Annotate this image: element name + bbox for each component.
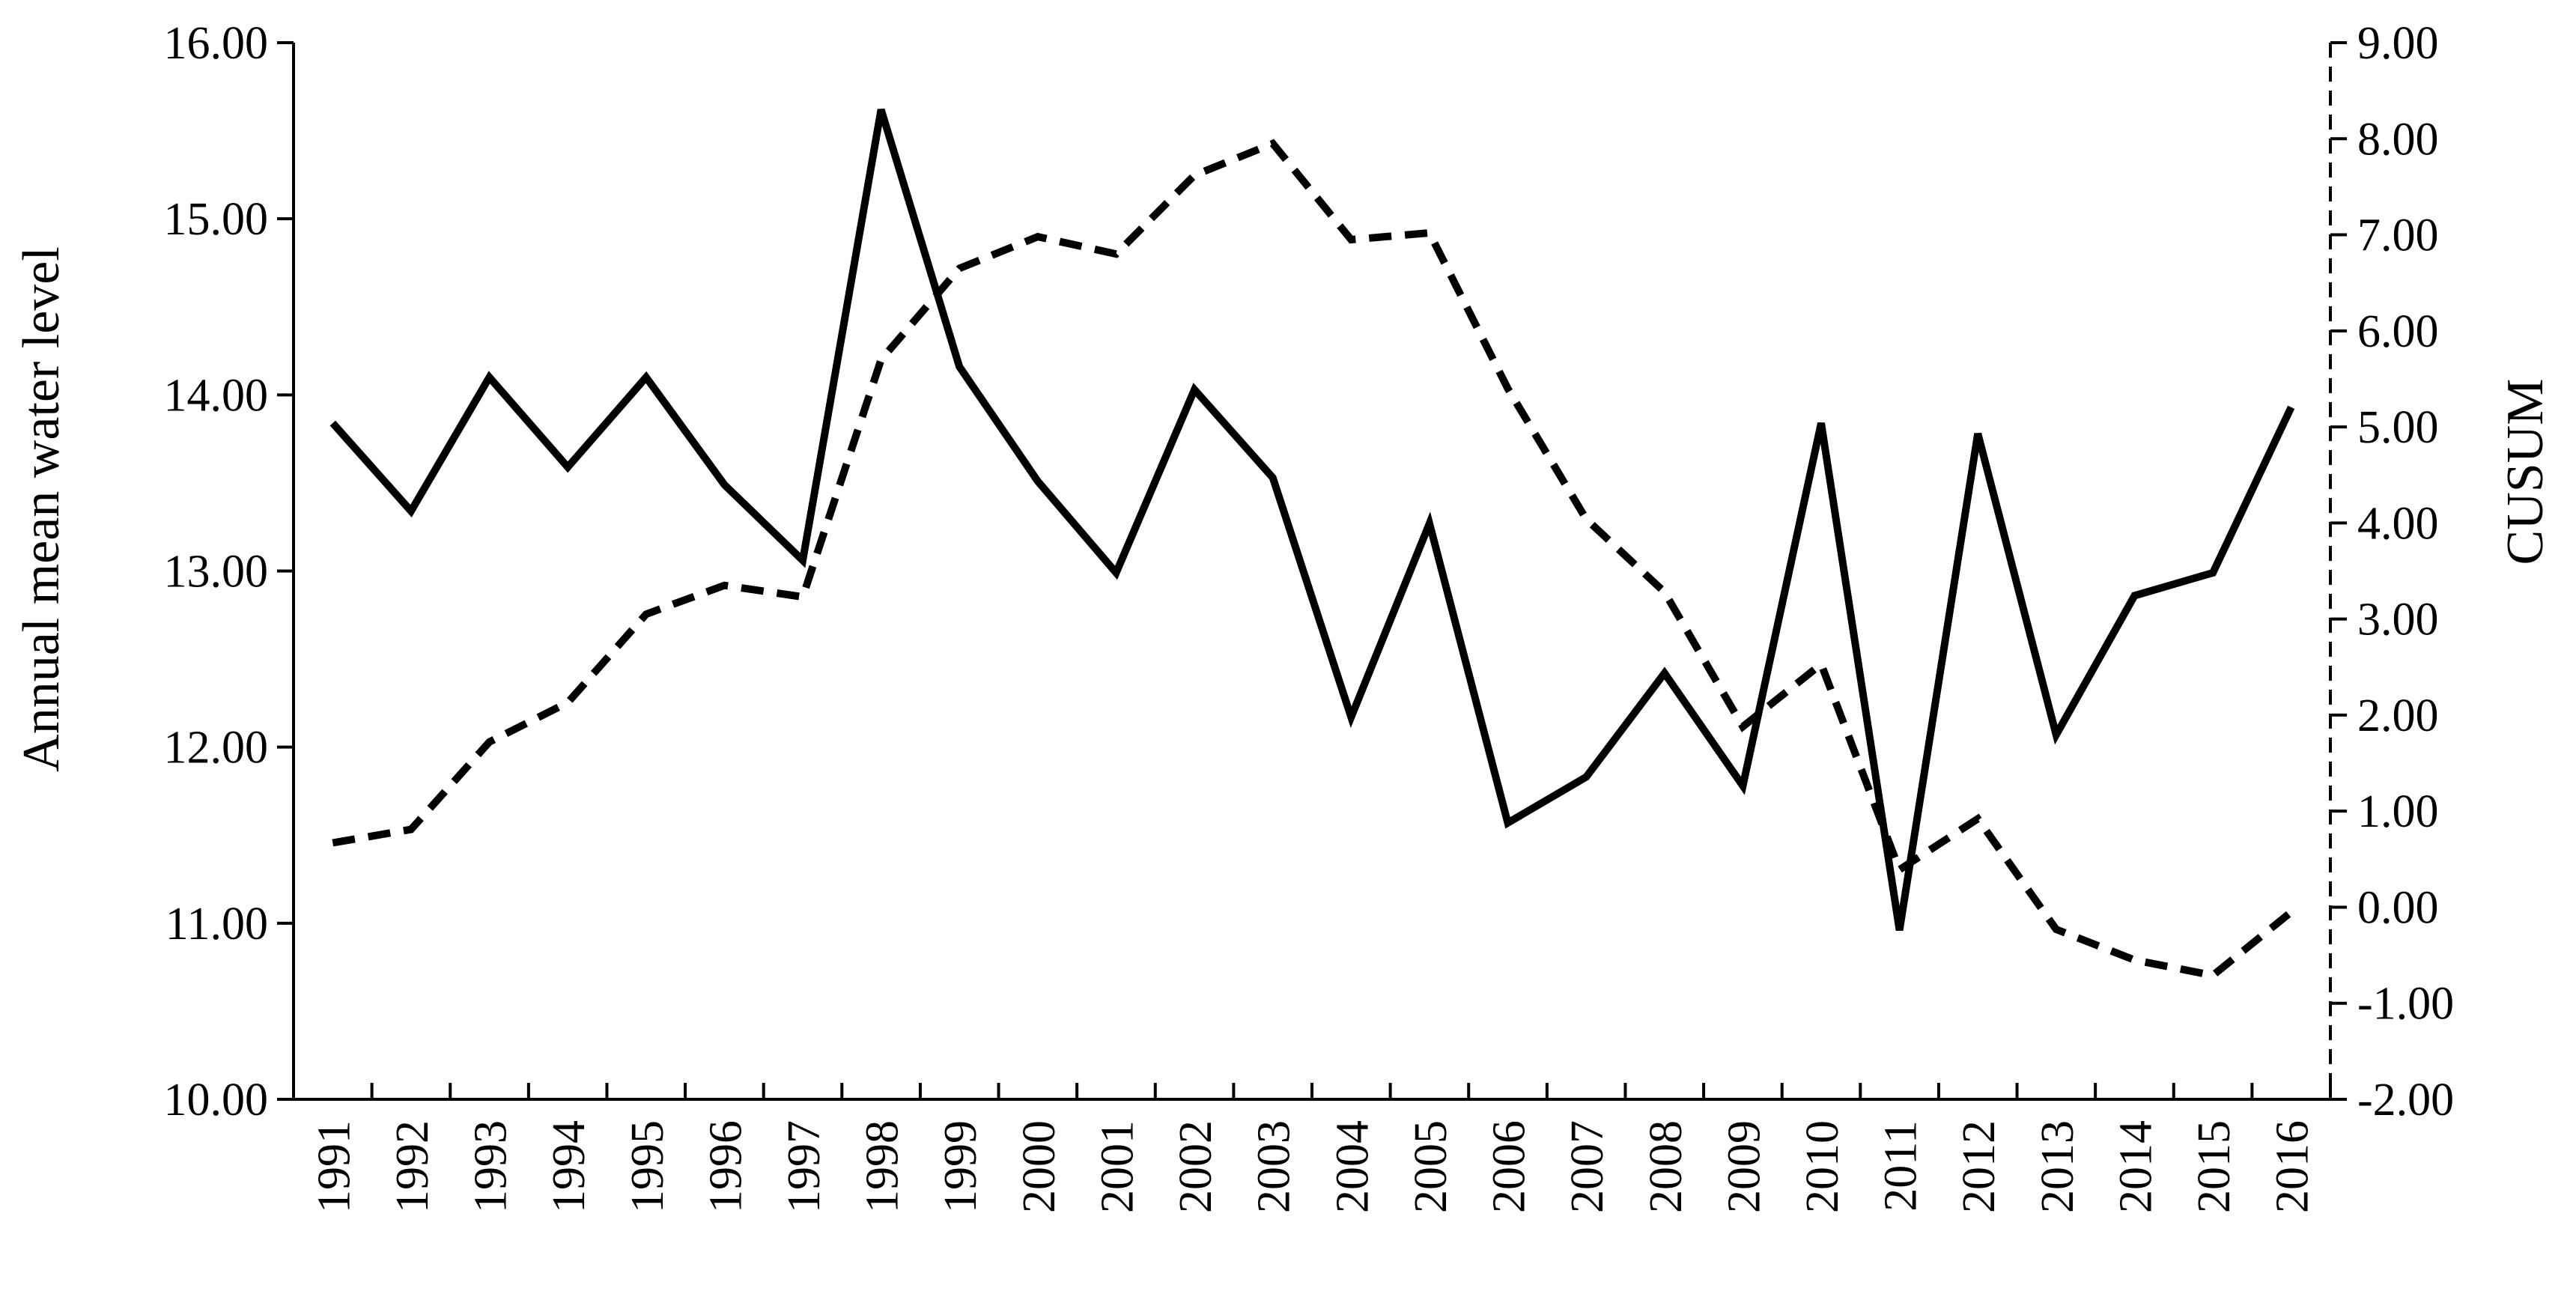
right-axis-tick-label: 1.00 [2357,786,2439,837]
x-axis-tick-label: 1991 [309,1120,359,1213]
left-axis-tick-label: 13.00 [164,547,269,598]
x-axis-tick-label: 2009 [1719,1120,1770,1213]
right-axis-title: CUSUM [2497,379,2554,565]
right-axis-tick-label: 9.00 [2357,18,2439,69]
series-group [329,108,2295,979]
x-axis-tick-label: 1994 [544,1120,595,1213]
x-axis-tick-label: 2011 [1876,1120,1927,1212]
x-axis-tick-label: 2013 [2032,1120,2083,1213]
left-axis-tick-label: 12.00 [164,723,269,774]
x-axis-tick-label: 2007 [1562,1120,1613,1213]
x-axis-tick-label: 1997 [779,1120,830,1213]
x-axis-tick-label: 2006 [1484,1120,1535,1213]
x-axis-tick-label: 2004 [1327,1120,1378,1213]
x-axis-tick-label: 2008 [1641,1120,1692,1213]
right-axis-tick-label: 8.00 [2357,114,2439,165]
cusum-series-line [332,139,2294,979]
x-axis-tick-label: 2010 [1797,1120,1848,1213]
x-axis-ticks: 1991 1992 1993 1994 1995 1996 1997 1998 1999 2000… [292,1083,2332,1213]
x-axis-tick-label: 2005 [1406,1120,1456,1213]
x-axis-tick-label: 1995 [622,1120,673,1213]
axes [292,43,2332,1101]
right-axis-tick-label: 3.00 [2357,595,2439,646]
left-axis-tick-label: 16.00 [164,18,269,69]
x-axis-tick-label: 1996 [700,1120,751,1213]
right-axis-tick-label: -2.00 [2357,1075,2454,1126]
water-level-series-line [329,108,2295,931]
x-axis-tick-label: 2012 [1954,1120,2005,1213]
x-axis-tick-label: 2002 [1170,1120,1221,1213]
x-axis-tick-label: 2003 [1249,1120,1300,1213]
right-axis-tick-label: 2.00 [2357,690,2439,741]
x-axis-tick-label: 2001 [1092,1120,1143,1213]
left-axis-title: Annual mean water level [13,246,70,772]
left-axis-tick-label: 14.00 [164,370,269,421]
right-axis-tick-label: 4.00 [2357,498,2439,549]
right-axis-tick-label: -1.00 [2357,979,2454,1030]
x-axis-tick-label: 1999 [935,1120,986,1213]
x-axis-tick-label: 1993 [466,1120,517,1213]
right-axis-ticks: -2.00 -1.00 0.00 1.00 2.00 3.00 4.00 5.00 6.00 7.… [2330,18,2454,1126]
left-axis-tick-label: 10.00 [164,1075,269,1126]
x-axis-tick-label: 2000 [1014,1120,1065,1213]
x-axis-tick-label: 2014 [2110,1120,2161,1213]
x-axis-tick-label: 2016 [2267,1120,2318,1213]
x-axis-tick-label: 1992 [387,1120,438,1213]
left-axis-tick-label: 15.00 [164,194,269,245]
right-axis-tick-label: 0.00 [2357,882,2439,933]
x-axis-tick-label: 2015 [2189,1120,2240,1213]
x-axis-tick-label: 1998 [857,1120,908,1213]
right-axis-tick-label: 5.00 [2357,402,2439,453]
left-axis-ticks: 10.00 11.00 12.00 13.00 14.00 15.00 16.00 [164,18,294,1126]
left-axis-tick-label: 11.00 [165,899,268,950]
right-axis-tick-label: 7.00 [2357,210,2439,261]
right-axis-tick-label: 6.00 [2357,306,2439,357]
